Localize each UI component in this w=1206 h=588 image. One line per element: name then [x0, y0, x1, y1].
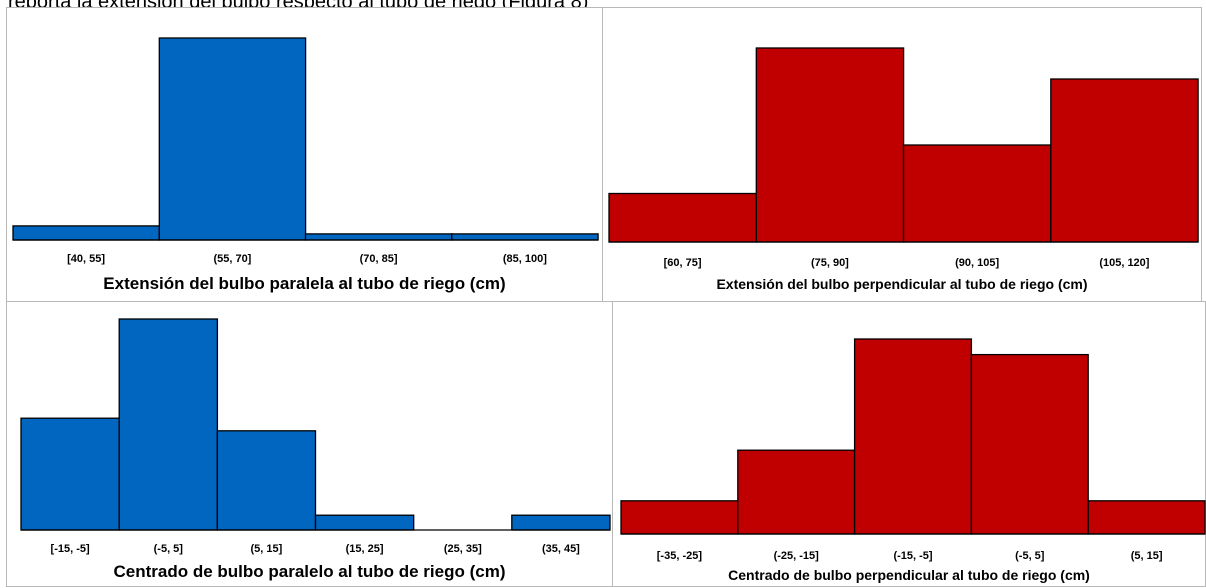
chart-svg: [-15, -5] (-5, 5] (5, 15] (15, 25] (25, 35] (…	[20, 318, 611, 555]
x-tick-label: (-15, -5]	[893, 550, 932, 562]
histogram-bar	[314, 514, 415, 531]
histogram-parallel-centering: [-15, -5] (-5, 5] (5, 15] (15, 25] (25, 35] (…	[6, 301, 613, 587]
x-axis-title: Extensión del bulbo paralela al tubo de …	[103, 274, 506, 293]
histogram-perpendicular-extension: [60, 75] (75, 90] (90, 105] (105, 120] Exte…	[602, 7, 1202, 302]
histogram-bar	[12, 225, 160, 241]
x-tick-label: [40, 55]	[67, 253, 105, 265]
x-tick-label: [60, 75]	[664, 257, 702, 269]
histogram-bar	[737, 449, 856, 535]
x-tick-label: (-5, 5]	[154, 543, 184, 555]
x-tick-label: (105, 120]	[1099, 257, 1149, 269]
histogram-bar	[1050, 78, 1199, 243]
chart-svg: [40, 55] (55, 70] (70, 85] (85, 100]	[12, 37, 599, 265]
histogram-bar	[1087, 500, 1206, 535]
histogram-bar	[511, 514, 611, 531]
x-tick-label: (85, 100]	[503, 253, 547, 265]
histogram-bar	[853, 338, 973, 535]
x-tick-label: (5, 15]	[251, 543, 283, 555]
x-tick-label: (25, 35]	[444, 543, 482, 555]
histogram-bar	[216, 430, 317, 531]
chart-svg: [60, 75] (75, 90] (90, 105] (105, 120]	[608, 47, 1199, 269]
x-tick-label: (15, 25]	[346, 543, 384, 555]
histogram-bar	[20, 417, 120, 531]
x-axis-title: Centrado de bulbo perpendicular al tubo …	[728, 567, 1090, 583]
x-tick-label: (55, 70]	[213, 253, 251, 265]
histogram-bar	[304, 233, 453, 241]
x-axis-title: Extensión del bulbo perpendicular al tub…	[716, 276, 1088, 292]
histogram-bar	[970, 353, 1089, 535]
x-tick-label: (75, 90]	[811, 257, 849, 269]
histogram-bar	[451, 233, 599, 241]
histogram-bar	[620, 500, 739, 535]
histogram-bar	[608, 192, 757, 243]
x-axis-title: Centrado de bulbo paralelo al tubo de ri…	[113, 562, 506, 581]
histogram-bar	[902, 144, 1052, 243]
x-tick-label: (-5, 5]	[1015, 550, 1045, 562]
histogram-bar	[158, 37, 307, 241]
x-tick-label: (35, 45]	[542, 543, 580, 555]
x-tick-label: (-25, -15]	[774, 550, 820, 562]
histogram-bar	[755, 47, 905, 243]
chart-svg: [-35, -25] (-25, -15] (-15, -5] (-5, 5] (5, …	[620, 338, 1206, 562]
x-tick-label: [-35, -25]	[657, 550, 703, 562]
x-tick-label: (5, 15]	[1131, 550, 1163, 562]
x-tick-label: [-15, -5]	[51, 543, 90, 555]
x-tick-label: (90, 105]	[955, 257, 999, 269]
histogram-parallel-extension: [40, 55] (55, 70] (70, 85] (85, 100] Extens…	[6, 7, 603, 302]
x-tick-label: (70, 85]	[360, 253, 398, 265]
histogram-perpendicular-centering: [-35, -25] (-25, -15] (-15, -5] (-5, 5] (5, …	[612, 301, 1206, 587]
histogram-bar	[118, 318, 219, 531]
